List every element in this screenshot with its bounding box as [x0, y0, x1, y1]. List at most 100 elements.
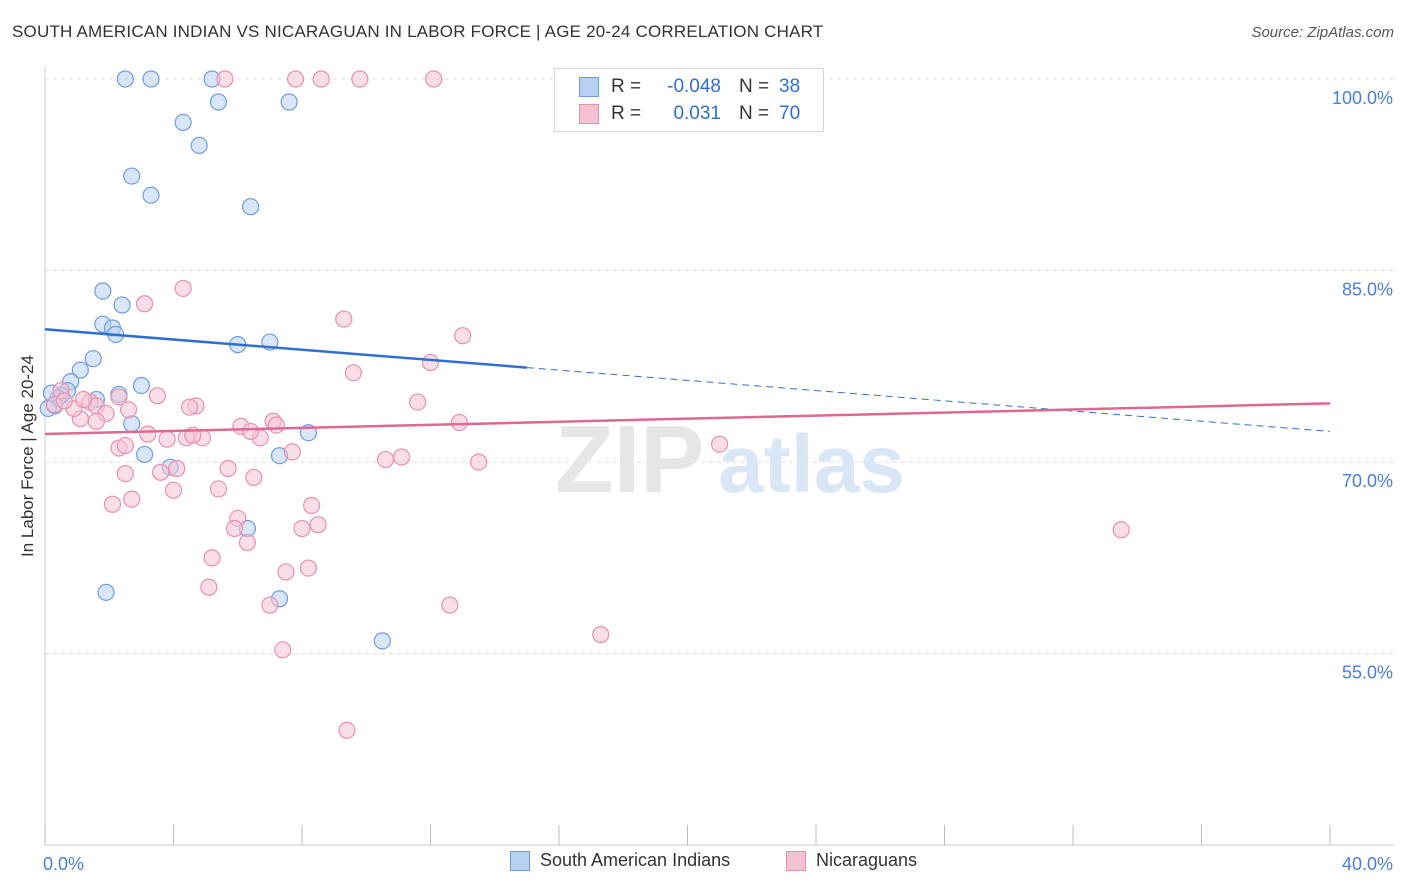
point-nicaraguan — [286, 70, 305, 88]
point-nicaraguan — [158, 430, 176, 448]
point-south-american-indian — [123, 167, 141, 185]
point-nicaraguan — [441, 596, 459, 614]
legend-label: South American Indians — [540, 850, 731, 870]
watermark-zip: ZIP — [555, 406, 704, 513]
point-nicaraguan — [116, 436, 134, 455]
point-nicaraguan — [103, 495, 122, 513]
point-nicaraguan — [283, 443, 301, 461]
point-nicaraguan — [152, 463, 170, 481]
trend-line-south-american-indians — [44, 328, 527, 369]
point-nicaraguan — [338, 721, 356, 739]
point-nicaraguan — [87, 412, 106, 430]
trend-layer — [44, 328, 1331, 436]
point-nicaraguan — [351, 70, 369, 88]
legend-r-value: -0.048 — [667, 76, 721, 97]
point-nicaraguan — [200, 578, 218, 596]
point-nicaraguan — [245, 468, 263, 487]
point-nicaraguan — [116, 464, 134, 483]
point-nicaraguan — [164, 481, 183, 499]
point-nicaraguan — [261, 596, 279, 614]
legend-n-value: 38 — [779, 76, 801, 97]
point-nicaraguan — [209, 480, 228, 498]
point-nicaraguan — [55, 392, 73, 410]
point-nicaraguan — [238, 533, 256, 552]
points-layer — [39, 70, 1130, 739]
point-nicaraguan — [293, 519, 311, 538]
point-nicaraguan — [148, 387, 167, 405]
point-nicaraguan — [592, 625, 610, 644]
legend-n-value: 70 — [779, 103, 801, 124]
point-nicaraguan — [1112, 521, 1130, 539]
point-nicaraguan — [303, 496, 321, 515]
point-south-american-indian — [242, 198, 260, 216]
y-tick-label: 55.0% — [1342, 663, 1393, 683]
legend-r-value: 0.031 — [673, 103, 721, 124]
legend-swatch-blue — [510, 850, 530, 871]
point-nicaraguan — [267, 416, 285, 434]
axis-layer — [44, 66, 1395, 846]
point-nicaraguan — [174, 279, 192, 298]
point-south-american-indian — [113, 296, 131, 314]
y-tick-label: 100.0% — [1332, 88, 1393, 108]
point-south-american-indian — [142, 186, 160, 204]
legend-n-label: N = — [739, 76, 770, 97]
point-nicaraguan — [168, 459, 186, 478]
point-nicaraguan — [203, 549, 221, 567]
point-nicaraguan — [219, 459, 237, 478]
point-south-american-indian — [190, 136, 208, 155]
point-south-american-indian — [135, 445, 154, 464]
legend-r-label: R = — [611, 76, 642, 97]
point-nicaraguan — [135, 295, 154, 313]
legend-n-label: N = — [739, 103, 770, 124]
point-nicaraguan — [335, 310, 353, 328]
legend-box: R = -0.048 N = 38 R = 0.031 N = 70 — [554, 68, 824, 132]
point-nicaraguan — [274, 641, 292, 659]
point-nicaraguan — [409, 393, 427, 411]
legend-label: Nicaraguans — [816, 850, 918, 870]
point-south-american-indian — [174, 113, 192, 132]
point-south-american-indian — [280, 93, 298, 111]
legend-r-label: R = — [611, 103, 642, 124]
legend-item-nicaraguans: Nicaraguans — [786, 850, 917, 871]
point-nicaraguan — [344, 364, 362, 382]
watermark-atlas: atlas — [718, 419, 905, 510]
x-tick-label: 40.0% — [1342, 854, 1393, 874]
point-nicaraguan — [450, 413, 469, 432]
point-nicaraguan — [392, 448, 411, 466]
point-nicaraguan — [225, 519, 244, 538]
legend-bottom: South American Indians Nicaraguans — [0, 850, 1406, 878]
source-label: Source: ZipAtlas.com — [1251, 24, 1394, 41]
point-south-american-indian — [94, 282, 112, 300]
point-nicaraguan — [376, 450, 395, 469]
point-south-american-indian — [84, 350, 102, 368]
chart-title: SOUTH AMERICAN INDIAN VS NICARAGUAN IN L… — [12, 22, 824, 41]
point-nicaraguan — [312, 70, 330, 88]
point-nicaraguan — [470, 453, 488, 471]
trend-line-south-american-indians-extension — [526, 367, 1331, 432]
y-tick-label: 70.0% — [1342, 471, 1393, 491]
point-south-american-indian — [142, 70, 160, 88]
point-nicaraguan — [119, 401, 138, 419]
legend-row-pink: R = 0.031 N = 70 — [579, 103, 800, 125]
point-south-american-indian — [132, 376, 150, 395]
legend-swatch-blue — [579, 77, 599, 97]
legend-row-blue: R = -0.048 N = 38 — [579, 76, 800, 98]
point-nicaraguan — [421, 353, 440, 372]
point-nicaraguan — [711, 435, 729, 453]
point-nicaraguan — [123, 490, 141, 508]
point-nicaraguan — [110, 388, 128, 406]
x-tick-label: 0.0% — [43, 854, 84, 874]
point-nicaraguan — [216, 70, 234, 88]
point-nicaraguan — [425, 70, 443, 88]
point-nicaraguan — [180, 398, 199, 416]
trend-line-nicaraguans — [44, 402, 1331, 436]
tick-labels: 100.0% 85.0% 70.0% 55.0% 0.0% 40.0% — [43, 88, 1393, 874]
point-south-american-indian — [116, 70, 134, 88]
point-nicaraguan — [299, 559, 318, 577]
point-nicaraguan — [74, 390, 93, 409]
grid-layer — [45, 78, 1395, 655]
point-south-american-indian — [209, 93, 228, 111]
point-south-american-indian — [71, 361, 89, 379]
